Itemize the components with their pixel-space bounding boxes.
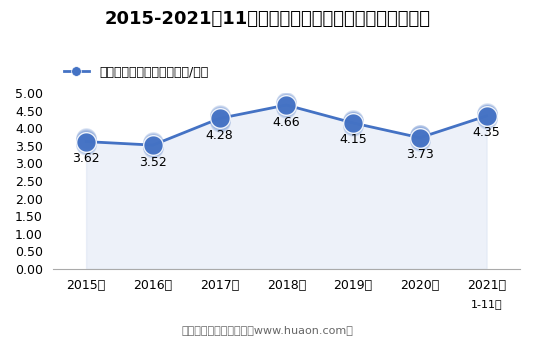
Point <box>215 119 224 124</box>
Point <box>282 100 291 105</box>
Point <box>82 142 90 147</box>
Point <box>82 138 90 143</box>
Text: 4.28: 4.28 <box>206 129 233 142</box>
Point <box>215 115 224 121</box>
Point <box>349 119 357 124</box>
Text: 4.15: 4.15 <box>339 134 367 146</box>
Point <box>149 146 157 151</box>
Point <box>483 113 491 118</box>
Point <box>483 116 491 122</box>
Point <box>349 122 357 127</box>
Point <box>149 144 157 149</box>
Text: 1-11月: 1-11月 <box>471 299 502 310</box>
Point <box>416 138 424 144</box>
Point <box>349 121 357 126</box>
Text: 2015-2021年11月大连商品交易所聚丙烯期货成交均价: 2015-2021年11月大连商品交易所聚丙烯期货成交均价 <box>104 10 431 28</box>
Point <box>282 102 291 108</box>
Point <box>483 115 491 120</box>
Point <box>282 105 291 111</box>
Point <box>416 132 424 137</box>
Point <box>282 104 291 109</box>
Text: 3.62: 3.62 <box>72 152 100 165</box>
Point <box>215 116 224 121</box>
Text: 制图：华经产业研究院（www.huaon.com）: 制图：华经产业研究院（www.huaon.com） <box>181 324 354 335</box>
Point <box>82 136 90 141</box>
Point <box>215 117 224 122</box>
Point <box>483 111 491 116</box>
Point <box>416 133 424 138</box>
Point <box>82 141 90 147</box>
Point <box>349 122 357 128</box>
Point <box>82 139 90 144</box>
Point <box>149 139 157 145</box>
Point <box>149 140 157 146</box>
Text: 3.52: 3.52 <box>139 156 167 169</box>
Point <box>149 145 157 150</box>
Point <box>483 110 491 116</box>
Point <box>282 103 291 108</box>
Point <box>416 135 424 140</box>
Text: 4.66: 4.66 <box>272 116 300 128</box>
Point <box>215 116 224 122</box>
Point <box>349 120 357 126</box>
Point <box>82 139 90 144</box>
Point <box>82 137 90 142</box>
Point <box>82 139 90 145</box>
Text: 4.35: 4.35 <box>473 126 501 140</box>
Point <box>215 114 224 120</box>
Point <box>349 123 357 129</box>
Point <box>416 136 424 142</box>
Point <box>149 141 157 146</box>
Point <box>483 113 491 119</box>
Point <box>483 114 491 119</box>
Point <box>149 142 157 148</box>
Point <box>149 143 157 148</box>
Point <box>349 118 357 123</box>
Legend: 聚丙烯期货成交均价（万元/手）: 聚丙烯期货成交均价（万元/手） <box>59 61 213 83</box>
Point <box>82 140 90 146</box>
Point <box>349 117 357 122</box>
Point <box>215 113 224 118</box>
Point <box>416 137 424 143</box>
Point <box>282 102 291 107</box>
Point <box>282 99 291 104</box>
Point <box>282 104 291 110</box>
Point <box>483 112 491 117</box>
Point <box>416 134 424 139</box>
Point <box>416 135 424 140</box>
Text: 3.73: 3.73 <box>406 148 434 161</box>
Point <box>483 116 491 121</box>
Point <box>349 120 357 125</box>
Point <box>282 101 291 106</box>
Point <box>149 142 157 147</box>
Point <box>215 114 224 119</box>
Point <box>416 136 424 141</box>
Point <box>215 118 224 123</box>
